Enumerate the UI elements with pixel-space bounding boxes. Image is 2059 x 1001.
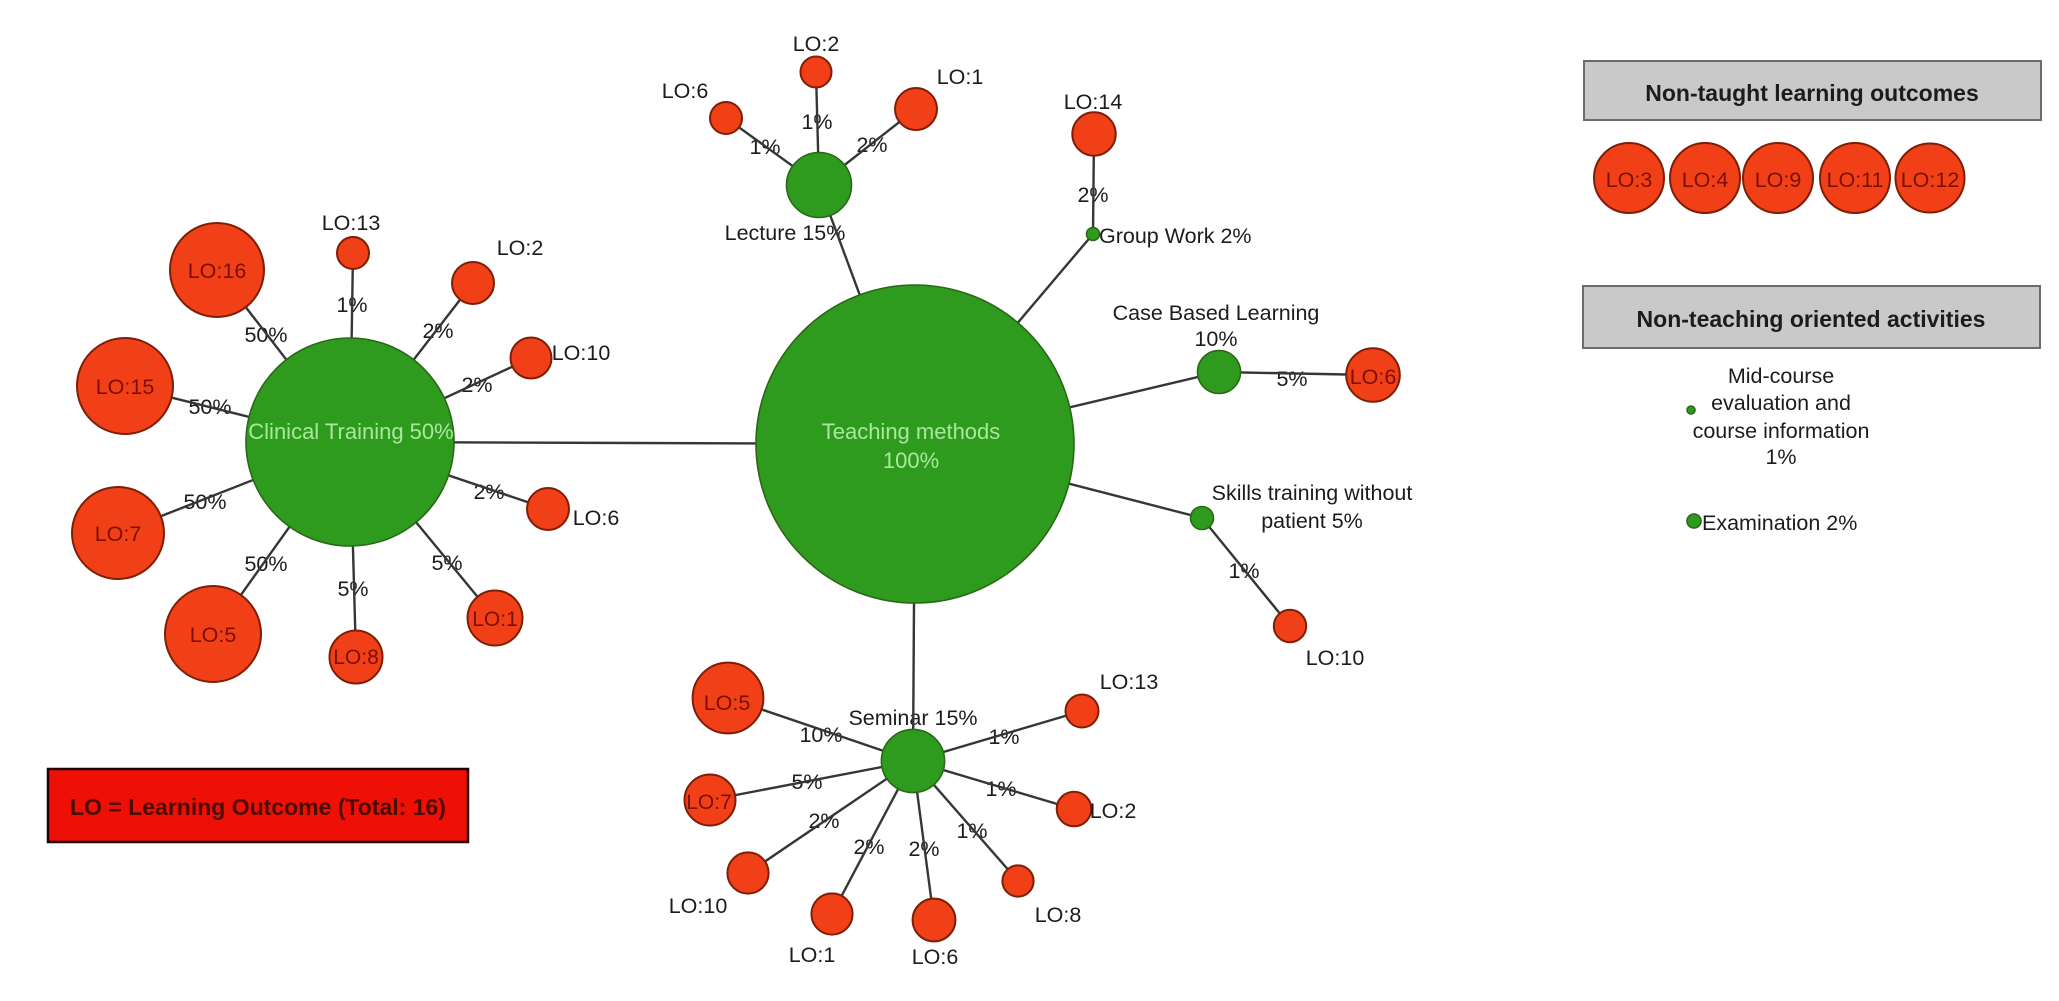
svg-text:LO:6: LO:6 (1350, 365, 1397, 389)
svg-text:LO:2: LO:2 (497, 236, 544, 260)
svg-text:100%: 100% (883, 448, 939, 473)
svg-text:evaluation and: evaluation and (1711, 391, 1851, 415)
svg-text:LO:1: LO:1 (472, 608, 518, 631)
svg-text:patient 5%: patient 5% (1261, 509, 1363, 533)
svg-text:LO:10: LO:10 (1306, 646, 1365, 670)
svg-text:2%: 2% (853, 835, 884, 859)
svg-text:LO:6: LO:6 (573, 506, 620, 530)
svg-text:50%: 50% (244, 552, 287, 576)
svg-text:Case Based Learning: Case Based Learning (1113, 301, 1320, 325)
svg-text:1%: 1% (985, 777, 1016, 801)
svg-text:LO:16: LO:16 (188, 259, 247, 283)
svg-text:LO:11: LO:11 (1827, 168, 1884, 192)
svg-text:LO:8: LO:8 (1035, 903, 1082, 927)
svg-text:LO = Learning Outcome (Total:: LO = Learning Outcome (Total: 16) (70, 794, 446, 820)
svg-text:Non-taught learning outcomes: Non-taught learning outcomes (1645, 80, 1979, 106)
svg-text:10%: 10% (1194, 327, 1237, 351)
svg-text:2%: 2% (422, 319, 453, 343)
svg-text:Lecture 15%: Lecture 15% (725, 221, 846, 245)
svg-text:LO:13: LO:13 (1100, 670, 1159, 694)
svg-text:5%: 5% (1276, 367, 1307, 391)
svg-text:Non-teaching oriented activiti: Non-teaching oriented activities (1637, 306, 1986, 332)
svg-text:course information: course information (1693, 419, 1870, 443)
svg-text:2%: 2% (461, 373, 492, 397)
svg-text:LO:1: LO:1 (937, 65, 984, 89)
svg-text:LO:9: LO:9 (1755, 168, 1802, 192)
svg-text:LO:7: LO:7 (95, 522, 142, 546)
svg-text:LO:5: LO:5 (190, 623, 237, 647)
svg-text:LO:14: LO:14 (1064, 90, 1123, 114)
svg-text:Examination 2%: Examination 2% (1702, 511, 1857, 535)
svg-text:LO:6: LO:6 (912, 945, 959, 969)
svg-text:Skills training without: Skills training without (1212, 481, 1413, 505)
svg-text:LO:5: LO:5 (704, 691, 751, 715)
svg-text:LO:12: LO:12 (1901, 168, 1960, 192)
svg-text:LO:15: LO:15 (96, 375, 155, 399)
svg-text:Clinical Training 50%: Clinical Training 50% (248, 419, 453, 444)
svg-text:LO:10: LO:10 (552, 341, 611, 365)
svg-text:Teaching methods: Teaching methods (822, 419, 1001, 444)
svg-text:LO:7: LO:7 (686, 791, 732, 814)
svg-text:Group Work 2%: Group Work 2% (1099, 224, 1252, 248)
svg-text:LO:8: LO:8 (333, 646, 379, 669)
svg-text:LO:4: LO:4 (1682, 168, 1729, 192)
svg-text:LO:13: LO:13 (322, 211, 381, 235)
svg-text:1%: 1% (1765, 445, 1796, 469)
svg-text:LO:6: LO:6 (662, 79, 709, 103)
svg-text:LO:1: LO:1 (789, 943, 836, 967)
svg-text:LO:3: LO:3 (1606, 168, 1653, 192)
svg-text:Mid-course: Mid-course (1728, 364, 1834, 388)
svg-text:LO:2: LO:2 (1090, 799, 1137, 823)
svg-text:LO:10: LO:10 (669, 894, 728, 918)
svg-text:LO:2: LO:2 (793, 32, 840, 56)
